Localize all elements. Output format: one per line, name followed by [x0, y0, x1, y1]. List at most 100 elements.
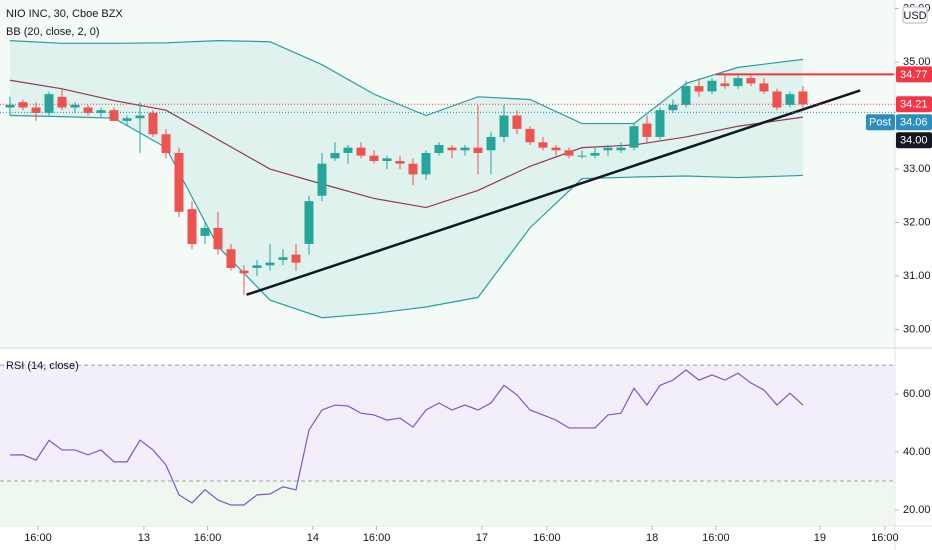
candle-body: [265, 262, 275, 266]
indicator-label: BB (20, close, 2, 0): [6, 26, 100, 38]
candle-body: [70, 104, 80, 108]
currency-box[interactable]: [902, 6, 928, 24]
candle-body: [460, 147, 470, 151]
candle-body: [590, 152, 600, 156]
bollinger-line: [9, 40, 804, 125]
trend-line: [246, 89, 861, 296]
candle-body: [525, 128, 535, 143]
candle-body: [226, 249, 236, 268]
candle-body: [96, 110, 106, 113]
candle-body: [616, 147, 626, 151]
y-tick-label: 32.00: [903, 216, 931, 228]
candle-body: [551, 147, 561, 151]
candle-body: [499, 115, 509, 137]
candle-body: [161, 134, 171, 153]
candle-body: [252, 265, 262, 268]
candle-body: [148, 112, 158, 135]
candle-body: [83, 107, 93, 113]
candle-body: [44, 94, 54, 113]
candle-body: [603, 147, 613, 151]
candle-body: [31, 107, 41, 113]
price-label-box: [896, 114, 932, 131]
price-label: 34.21: [900, 99, 928, 111]
y-tick-label: 40.00: [903, 446, 931, 458]
candle-body: [746, 78, 756, 84]
candle-body: [473, 147, 483, 153]
candle-body: [681, 86, 691, 105]
candle-body: [538, 142, 548, 148]
price-label-box: [896, 96, 932, 113]
price-label-box: [896, 66, 932, 83]
rsi-line: [10, 369, 804, 506]
candle-body: [317, 163, 327, 196]
candle-body: [629, 126, 639, 148]
y-tick-label: 30.00: [903, 323, 931, 335]
candle-body: [642, 123, 652, 137]
candle-body: [343, 147, 353, 153]
y-tick-label: 33.00: [903, 163, 931, 175]
band-fill: [10, 40, 803, 318]
candle-body: [421, 152, 431, 175]
candle-body: [772, 91, 782, 108]
main-pane: [0, 0, 895, 347]
candle-body: [395, 161, 405, 164]
x-tick-label: 19: [814, 532, 826, 544]
candle-body: [122, 118, 132, 121]
x-tick-label: 13: [138, 532, 150, 544]
x-tick-label: 16:00: [194, 532, 222, 544]
x-tick-label: 18: [646, 532, 658, 544]
candle-body: [304, 201, 314, 244]
x-tick-label: 16:00: [871, 532, 899, 544]
candle-body: [135, 115, 145, 119]
candle-body: [759, 83, 769, 92]
candle-body: [447, 147, 457, 151]
price-label: 34.77: [900, 69, 928, 81]
candle-body: [109, 110, 119, 121]
x-tick-label: 16:00: [363, 532, 391, 544]
candle-body: [733, 78, 743, 87]
candle-body: [785, 94, 795, 105]
rsi-band: [0, 365, 895, 481]
candle-body: [694, 86, 704, 92]
session-label: Post: [869, 117, 891, 129]
candle-body: [18, 102, 28, 108]
x-tick-label: 16:00: [24, 532, 52, 544]
candle-body: [798, 91, 808, 105]
candle-body: [356, 147, 366, 156]
candle-body: [330, 152, 340, 159]
indicator-label: RSI (14, close): [6, 360, 79, 372]
candle-body: [668, 104, 678, 111]
x-tick-label: 14: [307, 532, 319, 544]
candle-body: [577, 155, 587, 157]
candle-body: [512, 115, 522, 129]
rsi-low-zone: [0, 480, 895, 525]
candle-body: [187, 209, 197, 244]
candle-body: [720, 83, 730, 87]
chart-title: NIO INC, 30, Cboe BZX: [6, 8, 123, 20]
y-tick-label: 60.00: [903, 388, 931, 400]
session-box: [866, 114, 895, 131]
candle-body: [291, 254, 301, 263]
x-tick-label: 17: [476, 532, 488, 544]
candle-body: [564, 150, 574, 156]
candle-body: [239, 270, 249, 274]
candle-body: [5, 104, 15, 108]
y-tick-label: 35.00: [903, 56, 931, 68]
candle-body: [213, 227, 223, 250]
candle-body: [57, 96, 67, 108]
candle-body: [408, 163, 418, 175]
candle-body: [486, 136, 496, 151]
candle-body: [200, 227, 210, 236]
candle-body: [655, 110, 665, 137]
candle-body: [278, 257, 288, 260]
candle-body: [174, 152, 184, 212]
price-label: 34.06: [900, 117, 928, 129]
currency: USD: [903, 10, 926, 22]
y-tick-label: 20.00: [903, 504, 931, 516]
candle-body: [369, 155, 379, 161]
price-label-box: [896, 132, 932, 149]
x-tick-label: 16:00: [702, 532, 730, 544]
candle-body: [707, 80, 717, 92]
